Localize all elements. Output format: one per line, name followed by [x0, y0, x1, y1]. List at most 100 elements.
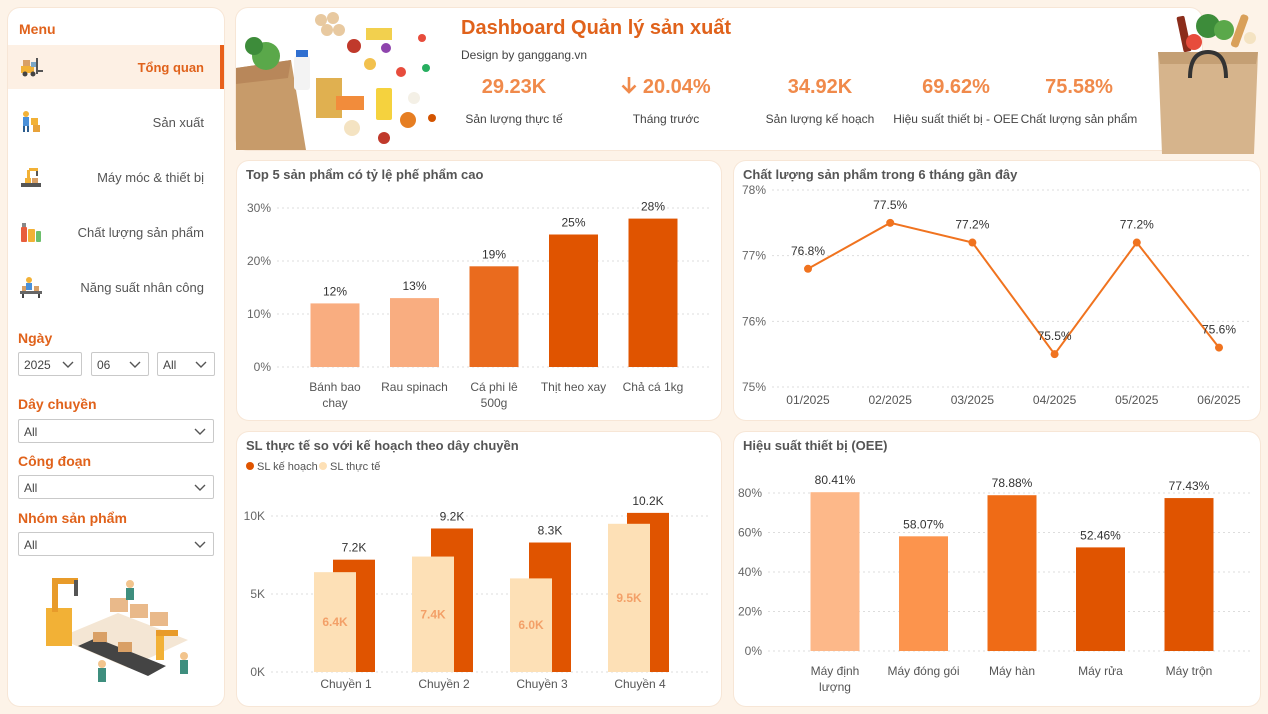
data-point	[1050, 350, 1059, 359]
kpi-value: 69.62%	[922, 76, 990, 98]
kpi-quality: 75.58% Chất lượng sản phẩm	[1004, 76, 1154, 126]
x-tick-label: Chuyền 3	[516, 677, 568, 691]
data-label: 12%	[323, 284, 347, 298]
series-line	[807, 221, 1220, 356]
chevron-down-icon	[62, 361, 74, 368]
x-tick-label: Máy trộn	[1166, 664, 1213, 678]
bar	[628, 218, 678, 367]
chart-title: Chất lượng sản phẩm trong 6 tháng gần đâ…	[743, 167, 1018, 182]
group-select[interactable]: All	[18, 532, 214, 556]
kpi-prev-month: 20.04% Tháng trước	[591, 76, 741, 126]
header: Dashboard Quản lý sản xuất Design by gan…	[236, 8, 1202, 150]
bar	[810, 492, 860, 651]
x-tick-label: Bánh bao	[309, 380, 361, 394]
y-tick-label: 0%	[745, 644, 763, 658]
bar	[1164, 498, 1214, 651]
y-tick-label: 0K	[250, 665, 265, 679]
y-tick-label: 75%	[742, 380, 766, 394]
menu-title: Menu	[19, 21, 56, 37]
y-tick-label: 5K	[250, 587, 265, 601]
x-tick-label: Máy định	[811, 664, 860, 678]
year-select[interactable]: 2025	[18, 352, 82, 376]
bar-actual	[412, 556, 454, 672]
nav-item-may-moc[interactable]: Máy móc & thiết bị	[8, 155, 224, 199]
x-tick-label: Cá phi lê	[470, 380, 518, 394]
nav-item-san-xuat[interactable]: Sản xuất	[8, 100, 224, 144]
kpi-value: 75.58%	[1045, 76, 1113, 98]
nav-item-nang-suat[interactable]: Năng suất nhân công	[8, 265, 224, 309]
kpi-value: 29.23K	[481, 76, 547, 98]
x-tick-label: 05/2025	[1115, 393, 1159, 407]
data-label: 25%	[561, 216, 585, 230]
y-tick-label: 10K	[244, 509, 265, 523]
nav-label: Máy móc & thiết bị	[97, 169, 204, 185]
nav-item-tong-quan[interactable]: Tổng quan	[8, 45, 224, 89]
chevron-down-icon	[194, 428, 206, 435]
data-label: 13%	[402, 279, 426, 293]
kpi-label: Tháng trước	[632, 112, 700, 126]
data-label: 52.46%	[1080, 528, 1121, 542]
data-label-planned: 9.2K	[440, 509, 465, 523]
y-tick-label: 77%	[742, 249, 766, 263]
line-output-card: SL thực tế so với kế hoạch theo dây chuy…	[237, 432, 721, 706]
bar	[987, 495, 1037, 651]
line-select[interactable]: All	[18, 419, 214, 443]
chart-title: SL thực tế so với kế hoạch theo dây chuy…	[246, 438, 519, 453]
data-point	[1132, 238, 1141, 247]
nav-label: Chất lượng sản phẩm	[77, 224, 204, 240]
x-tick-label: 02/2025	[869, 393, 913, 407]
x-tick-label: Rau spinach	[381, 380, 448, 394]
data-label-actual: 6.0K	[518, 618, 544, 632]
data-label: 28%	[641, 200, 665, 214]
kpi-planned-output: 34.92K Sản lượng kế hoạch	[745, 76, 895, 126]
nav-item-chat-luong[interactable]: Chất lượng sản phẩm	[8, 210, 224, 254]
legend-marker	[319, 462, 327, 470]
y-tick-label: 0%	[254, 360, 272, 374]
data-label: 19%	[482, 247, 506, 261]
x-tick-label: 01/2025	[786, 393, 830, 407]
bar	[469, 266, 519, 367]
data-label-actual: 7.4K	[420, 607, 446, 621]
legend-label: SL thực tế	[330, 461, 380, 473]
bar	[390, 298, 439, 367]
top5-defect-chart: 0% 10% 20% 30% 12% Bánh bao chay 13% Rau spinach…	[247, 200, 711, 410]
x-tick-label: Máy hàn	[989, 664, 1035, 678]
data-label-planned: 8.3K	[538, 524, 563, 538]
oee-chart: 0% 20% 40% 60% 80% 80.41% Máy định lượng 58.07% M…	[738, 473, 1250, 694]
page-subtitle: Design by ganggang.vn	[461, 48, 588, 62]
x-tick-label: Máy rửa	[1078, 664, 1123, 678]
stage-select[interactable]: All	[18, 475, 214, 499]
product-bottles-icon	[21, 223, 41, 242]
chevron-down-icon	[129, 361, 141, 368]
data-label: 75.5%	[1038, 329, 1072, 343]
worker-conveyor-icon	[20, 277, 42, 298]
month-select[interactable]: 06	[91, 352, 149, 376]
sidebar: Menu Tổng quan Sản xuất Máy móc & thiết …	[8, 8, 224, 706]
group-value: All	[24, 538, 38, 552]
kpi-label: Chất lượng sản phẩm	[1020, 112, 1138, 126]
data-label: 75.6%	[1202, 323, 1236, 337]
x-tick-label: chay	[322, 396, 347, 410]
quality-trend-card: Chất lượng sản phẩm trong 6 tháng gần đâ…	[734, 161, 1260, 420]
day-select[interactable]: All	[157, 352, 215, 376]
data-label: 77.2%	[955, 218, 989, 232]
data-label-actual: 9.5K	[616, 591, 642, 605]
forklift-icon	[21, 58, 43, 77]
y-tick-label: 40%	[738, 565, 762, 579]
kpi-value: 34.92K	[787, 76, 853, 98]
bar	[899, 536, 948, 651]
groceries-illustration	[236, 12, 436, 150]
arrow-down-icon	[621, 77, 637, 94]
group-filter-label: Nhóm sản phẩm	[18, 510, 127, 526]
day-value: All	[163, 358, 177, 372]
data-label: 77.5%	[873, 198, 907, 212]
x-tick-label: 03/2025	[951, 393, 995, 407]
y-tick-label: 80%	[738, 486, 762, 500]
bar	[549, 234, 598, 367]
x-tick-label: Chả cá 1kg	[623, 380, 684, 394]
data-label: 77.2%	[1120, 218, 1154, 232]
oee-card: Hiệu suất thiết bị (OEE) 0% 20% 40% 60% 80% 8…	[734, 432, 1260, 706]
data-label-planned: 7.2K	[342, 541, 367, 555]
data-label: 77.43%	[1169, 479, 1210, 493]
data-label-actual: 6.4K	[322, 615, 348, 629]
